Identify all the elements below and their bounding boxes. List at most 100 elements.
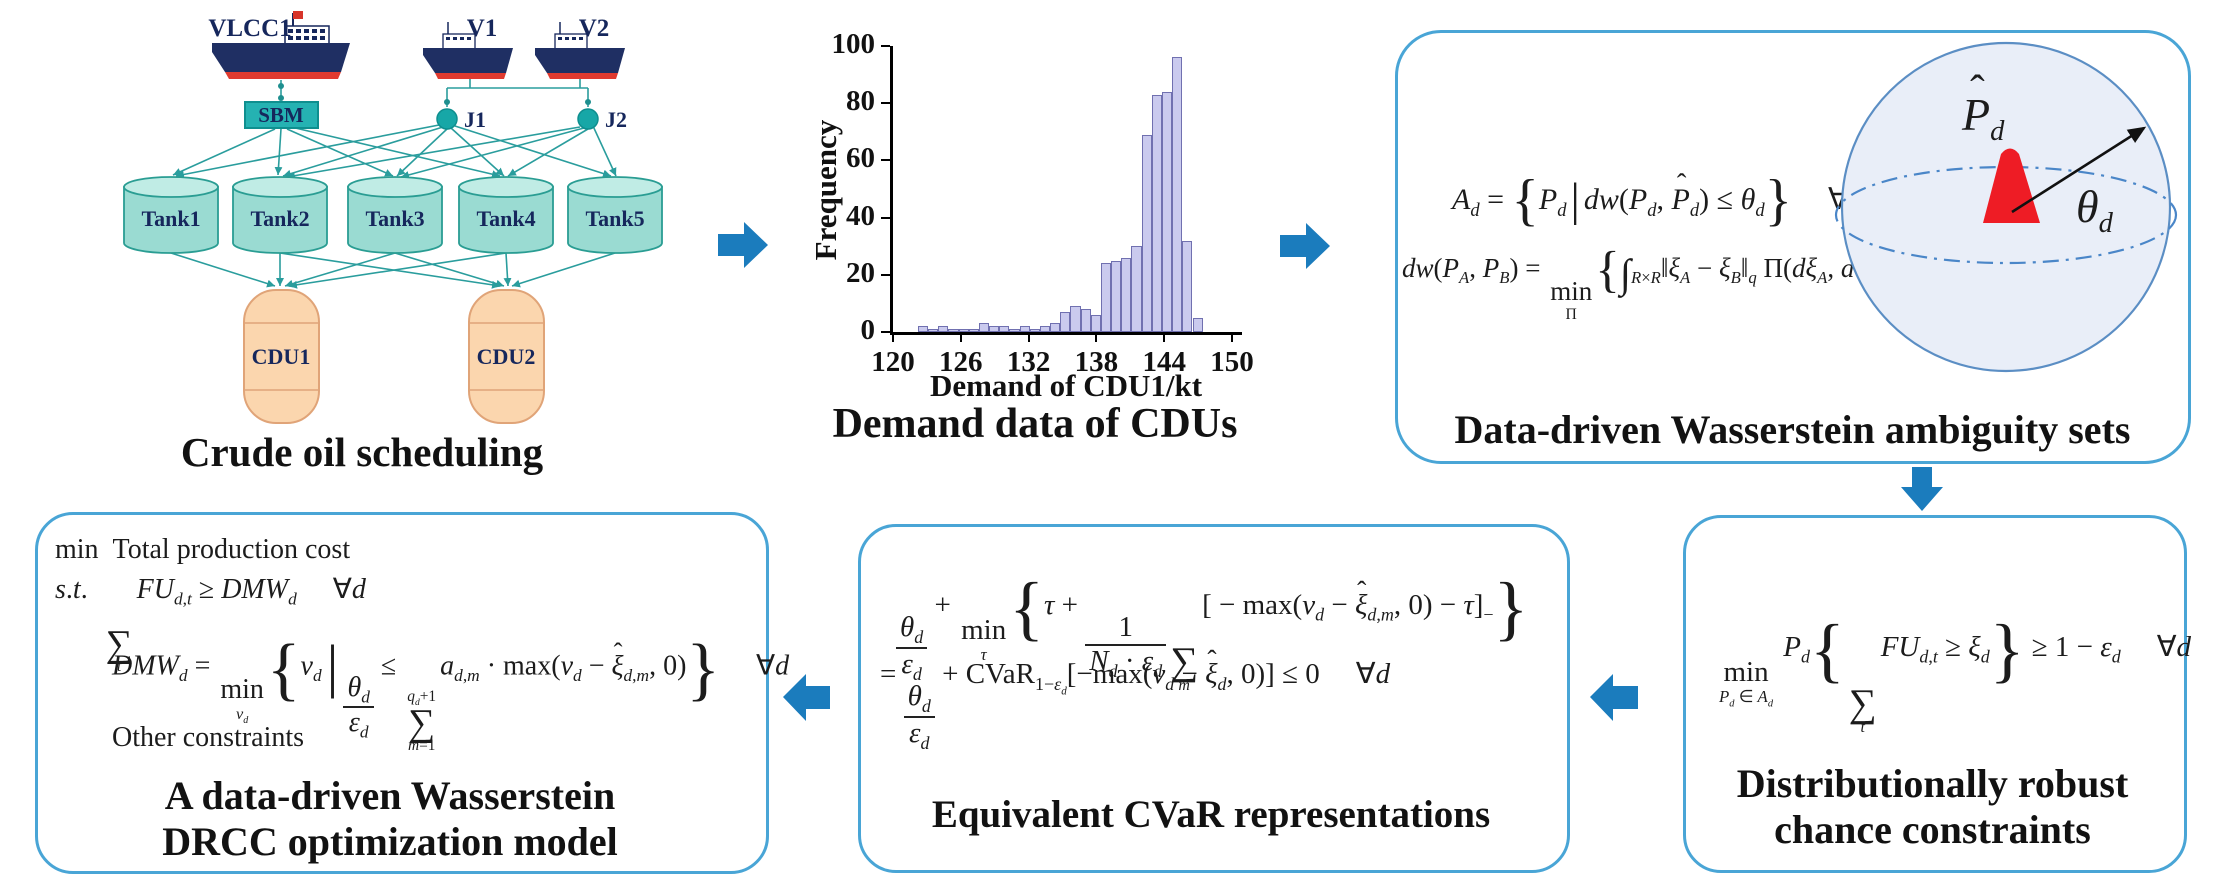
hist-bar — [1019, 326, 1030, 332]
cvar-box — [858, 524, 1570, 873]
hist-bar — [1182, 240, 1193, 332]
cdu2-label: CDU2 — [477, 344, 536, 369]
model-caption-line2: DRCC optimization model — [162, 819, 618, 864]
hist-bar — [1141, 134, 1152, 332]
x-tick-mark — [1231, 333, 1233, 342]
x-tick-mark — [1095, 333, 1098, 342]
drcc-eq: min Pd ∈ Ad Pd{ ∑ t FUd,t ≥ ξd} ≥ 1 − εd ∀d — [1719, 609, 2192, 736]
hist-bar — [1029, 329, 1040, 332]
hist-bar — [1151, 94, 1162, 332]
tank3-label: Tank3 — [365, 206, 424, 231]
ship-vlcc1-label: VLCC1 — [208, 15, 291, 42]
hist-bar — [999, 326, 1010, 332]
network-caption: Crude oil scheduling — [180, 429, 544, 475]
tank5-label: Tank5 — [585, 206, 644, 231]
histogram-plot: 0 20 40 60 80 100 120 126 132 138 144 150 — [832, 28, 1254, 378]
hist-bar — [968, 329, 979, 332]
model-box — [35, 512, 769, 874]
y-tick-label: 40 — [846, 199, 875, 232]
hist-bar — [938, 326, 949, 332]
cdu1-label: CDU1 — [252, 344, 311, 369]
network-edges — [170, 78, 617, 289]
x-tick-mark — [892, 333, 894, 342]
hist-bar — [958, 329, 969, 332]
x-tick-mark — [959, 333, 962, 342]
drcc-caption-line1: Distributionally robust — [1736, 761, 2129, 806]
hist-bar — [1009, 329, 1020, 332]
y-tick-label: 80 — [846, 85, 875, 118]
ship-v2 — [535, 22, 625, 79]
tank2-label: Tank2 — [250, 206, 309, 231]
sbm-label: SBM — [258, 103, 304, 127]
model-constraint2: DMWd = min vd {vd| θd εd ≤ qd+1 ∑ m=1 ad,m · ma… — [112, 631, 790, 755]
y-tick-mark — [881, 273, 890, 276]
connector-dots — [278, 83, 591, 105]
model-objective: min Total production cost — [55, 534, 351, 565]
hist-bar — [1192, 317, 1203, 332]
sphere-center-label: ˆ Pd — [1962, 67, 2005, 148]
x-tick-label: 150 — [1210, 346, 1254, 378]
scheduling-network-diagram: VLCC1 V1 V2 SBM J1 J2 Tank1 Tank2 Tank3 … — [123, 11, 663, 424]
arrow-ambiguity-to-drcc — [1901, 467, 1943, 511]
hist-bar — [1172, 57, 1183, 332]
hist-bar — [1070, 306, 1081, 332]
cvar-eq2: = θd εd + CVaR1−εd[−max(vd − ˆ ξd, 0)] ≤ 0… — [880, 644, 1391, 754]
y-tick-label: 60 — [846, 142, 875, 175]
hist-bar — [928, 329, 939, 332]
junction-j2-label: J2 — [605, 107, 627, 132]
x-axis-title: Demand of CDU1/kt — [929, 368, 1203, 403]
y-tick-mark — [881, 159, 890, 162]
y-tick-mark — [881, 216, 890, 219]
x-tick-label: 120 — [871, 346, 915, 378]
y-tick-label: 0 — [860, 314, 876, 346]
arrow-cvar-to-model — [783, 674, 830, 721]
ambiguity-eq1: Ad = {Pd|dw(Pd, ˆPd) ≤ θd}∀d — [1452, 168, 1864, 233]
ambiguity-caption: Data-driven Wasserstein ambiguity sets — [1454, 407, 2131, 452]
wasserstein-ball-illustration — [1834, 41, 2178, 373]
sphere-equator — [1834, 165, 2178, 265]
sbm-node — [244, 101, 319, 129]
hist-bar — [1121, 257, 1132, 332]
x-axis-line — [890, 332, 1242, 335]
model-other-constraints: Other constraints — [112, 722, 305, 753]
x-tick-mark — [1163, 333, 1166, 342]
ship-v1 — [423, 22, 513, 79]
hist-bar — [1100, 263, 1112, 332]
ship-v1-label: V1 — [467, 15, 498, 42]
y-tick-mark — [881, 102, 890, 105]
y-tick-mark — [881, 45, 890, 47]
model-caption-line1: A data-driven Wasserstein — [164, 773, 616, 818]
drcc-box — [1683, 515, 2187, 873]
arrow-histogram-to-ambiguity — [1280, 223, 1330, 269]
y-axis-title: Frequency — [808, 119, 843, 261]
x-tick-label: 144 — [1142, 346, 1186, 378]
x-tick-mark — [1027, 333, 1030, 342]
junction-j1-label: J1 — [464, 107, 486, 132]
tank4-label: Tank4 — [476, 206, 535, 231]
hist-bar — [1090, 314, 1101, 332]
y-axis-line — [890, 46, 893, 335]
hist-bar — [978, 323, 990, 332]
hist-bar — [1060, 312, 1071, 332]
hist-bar — [1050, 323, 1061, 332]
y-tick-label: 20 — [846, 256, 875, 289]
y-tick-label: 100 — [831, 28, 876, 60]
hist-bar — [917, 326, 929, 332]
tank-cylinders — [123, 176, 663, 254]
drcc-caption-line2: chance constraints — [1774, 807, 2091, 852]
hist-bar — [1161, 91, 1173, 332]
y-tick-mark — [881, 331, 890, 333]
model-constraint1: s.t. ∑ t FUd,t ≥ DMWd ∀d — [55, 574, 366, 676]
hist-bar — [989, 326, 1000, 332]
ship-vlcc1 — [212, 11, 350, 79]
cvar-eq1: θd εd + min τ {τ + 1 Nd · εd ∑ m[ − max(vd − … — [896, 566, 1528, 693]
x-tick-label: 138 — [1074, 346, 1119, 378]
arrow-drcc-to-cvar — [1590, 674, 1638, 721]
junction-j1 — [436, 108, 458, 130]
sphere-radius-label: θd — [2076, 181, 2113, 240]
radius-arrow — [2011, 126, 2147, 214]
histogram-caption: Demand data of CDUs — [832, 401, 1238, 447]
junction-j2 — [577, 108, 599, 130]
cdu-columns — [243, 289, 545, 424]
